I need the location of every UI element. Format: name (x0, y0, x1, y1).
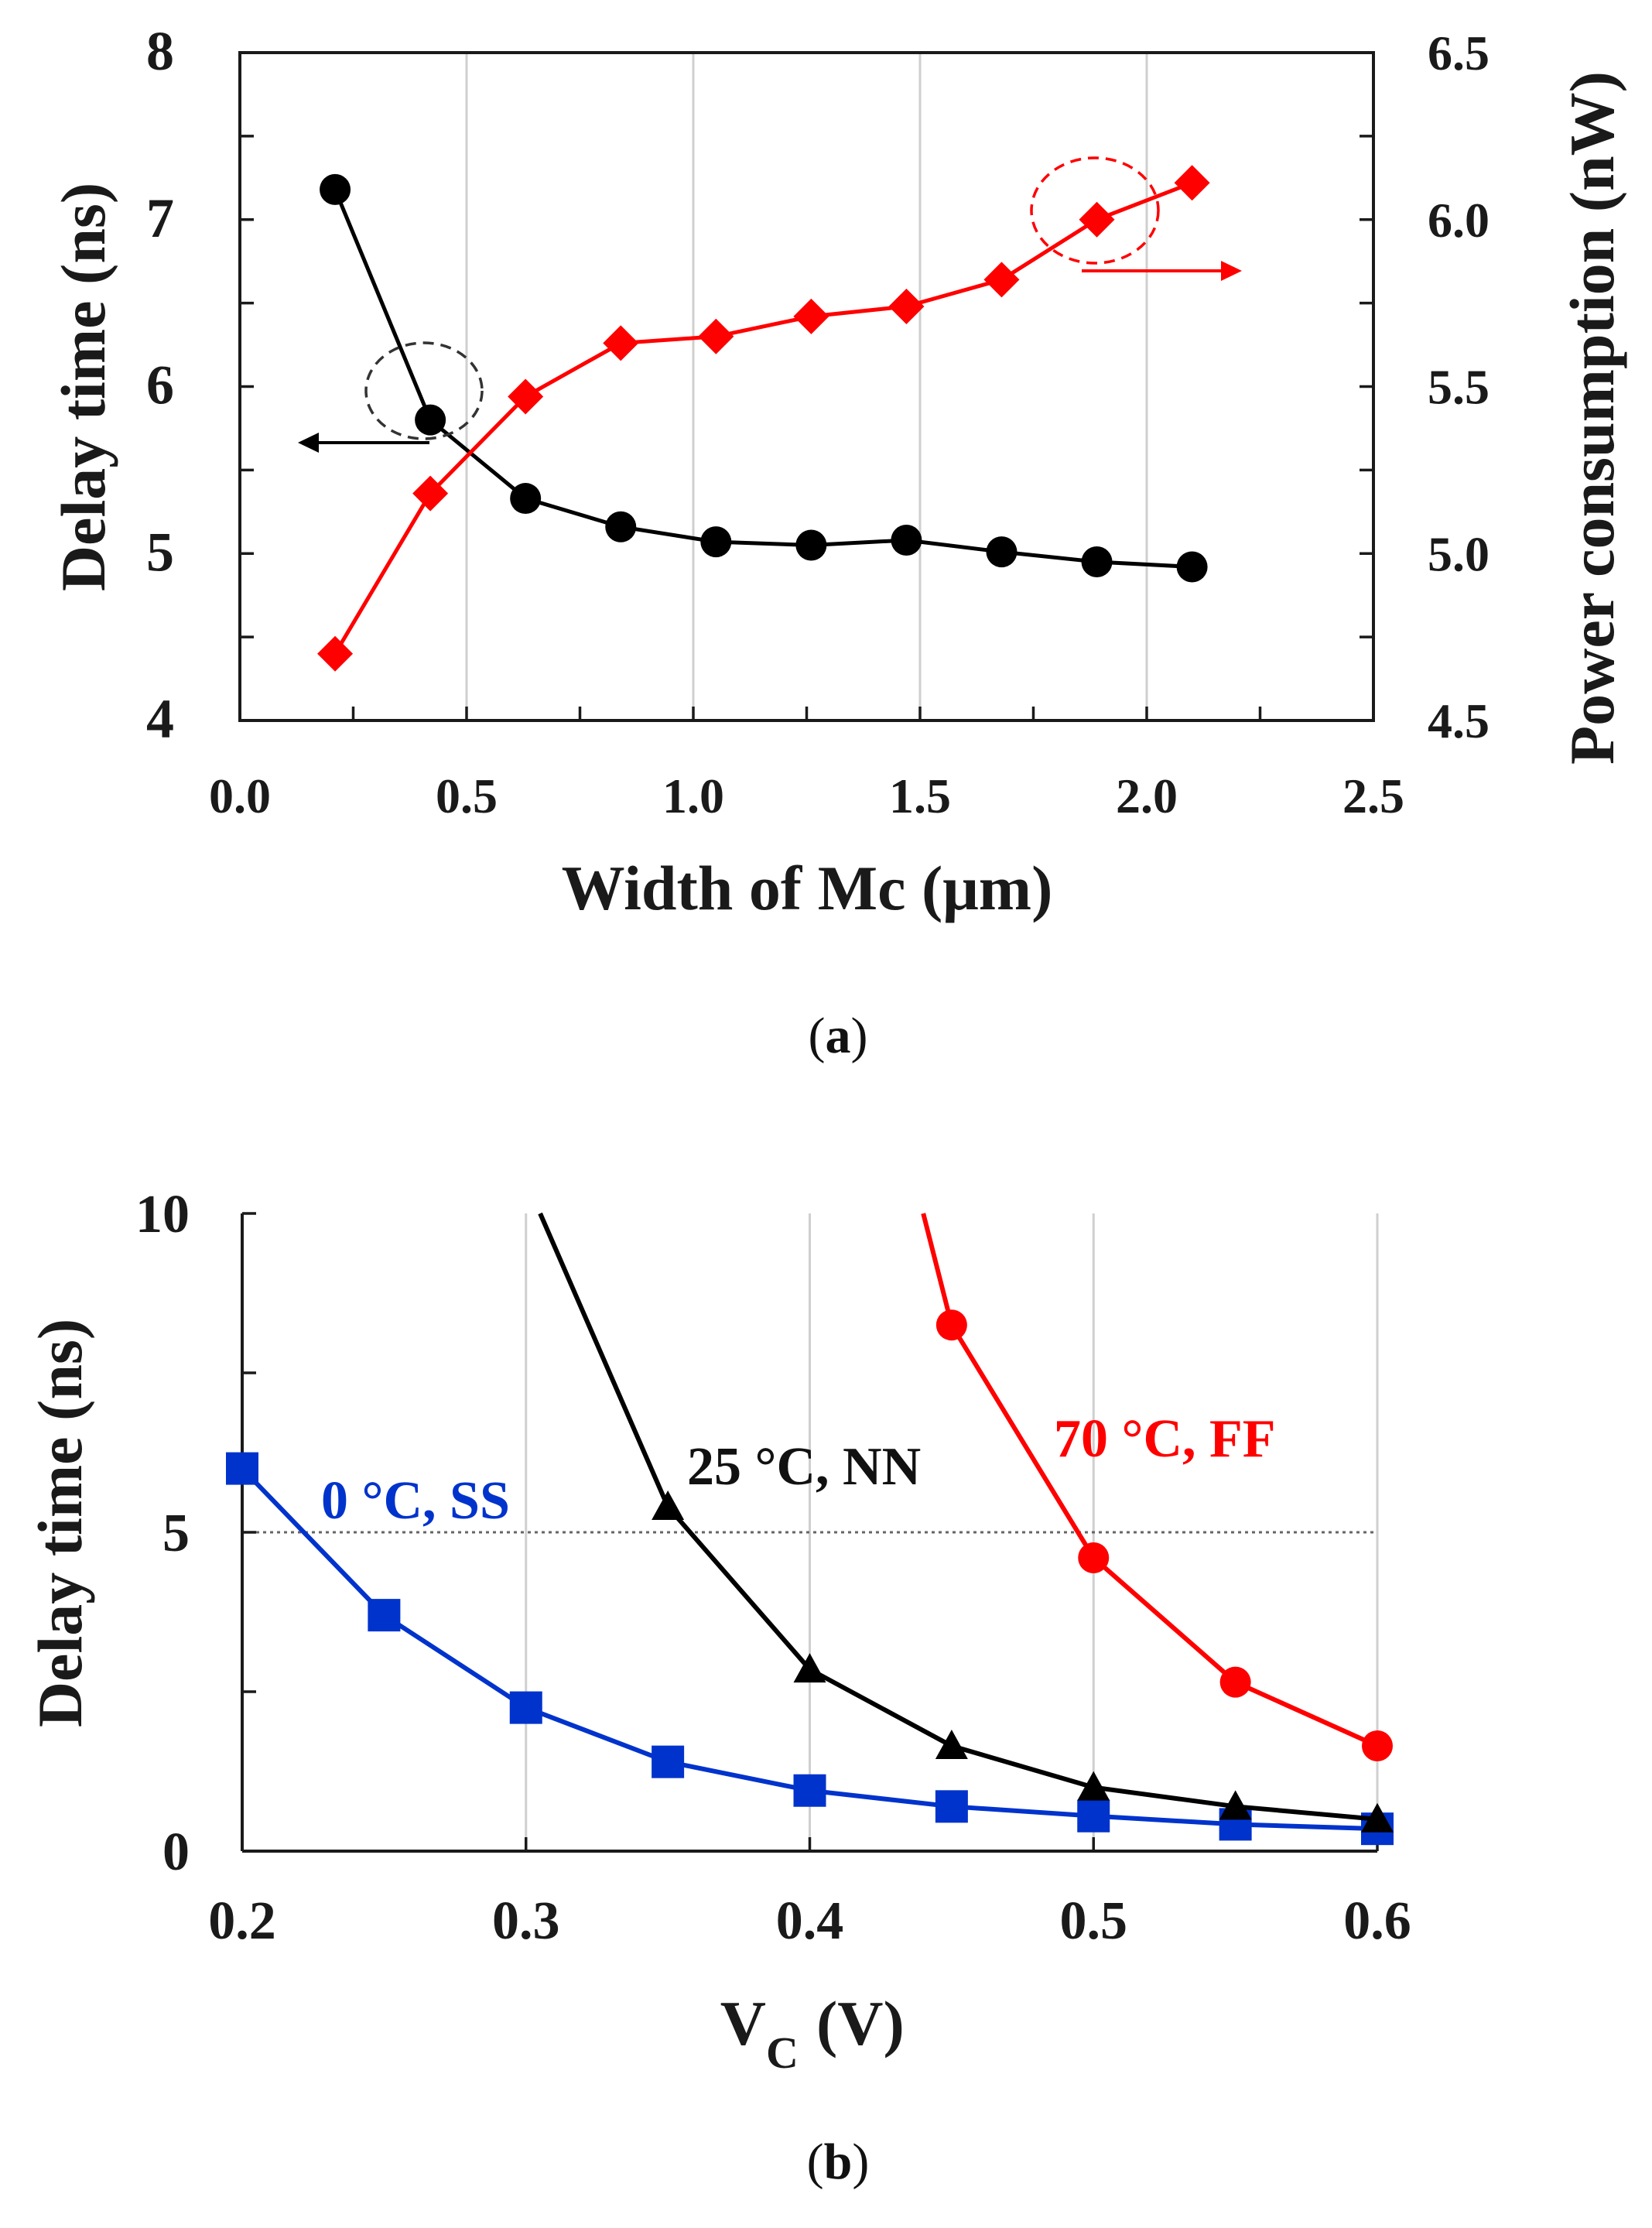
chart-b-point-25-c-nn-3 (935, 1730, 968, 1760)
chart-a-x-tick-0-5: 0.5 (436, 768, 498, 823)
chart-b-point-0-c-ss-0 (226, 1452, 258, 1485)
chart-a-line-delay-time (333, 188, 1192, 570)
chart-a-point-delay-time-8 (1081, 546, 1113, 578)
chart-a-point-power-consumption-0 (317, 635, 354, 672)
chart-a-y-left-tick-4: 4 (146, 688, 174, 750)
chart-b-label-25c-nn: 25 °C, NN (687, 1437, 921, 1497)
chart-b-x-tick-0-2: 0.2 (208, 1891, 276, 1951)
dashed-circle-power (1030, 156, 1160, 265)
chart-b-point-0-c-ss-5 (935, 1790, 968, 1823)
chart-b-point-25-c-nn-6 (1361, 1802, 1394, 1833)
chart-a-x-tick-0-0: 0.0 (209, 768, 271, 823)
chart-a-point-delay-time-4 (700, 526, 732, 558)
chart-b-tick-marks (241, 1212, 1379, 1851)
chart-a-y-left-tick-7: 7 (146, 187, 174, 249)
panel-a-letter: a (826, 1008, 851, 1064)
dashed-circle-delay (364, 341, 484, 440)
chart-b-label-70c-ff: 70 °C, FF (1054, 1409, 1276, 1469)
chart-b-x-tick-labels: 0.2 0.3 0.4 0.5 0.6 (208, 1891, 1411, 1951)
chart-a-y-left-tick-8: 8 (146, 20, 174, 82)
chart-b-point-70-c-ff-4 (1362, 1730, 1393, 1762)
chart-a-point-delay-time-6 (891, 524, 922, 556)
chart-a-x-tick-labels: 0.0 0.5 1.0 1.5 2.0 2.5 (209, 768, 1404, 823)
arrow-left-head (298, 433, 319, 453)
chart-a-x-tick-1-5: 1.5 (889, 768, 951, 823)
chart-b-x-tick-0-3: 0.3 (492, 1891, 560, 1951)
chart-b-y-tick-labels: 0 5 10 (135, 1185, 190, 1882)
chart-a-point-power-consumption-7 (983, 262, 1020, 298)
chart-b-y-tick-10: 10 (135, 1185, 190, 1244)
panel-b-letter: b (824, 2134, 853, 2190)
chart-a-point-power-consumption-5 (793, 298, 829, 334)
chart-a-y-left-tick-6: 6 (146, 354, 174, 416)
chart-b-point-25-c-nn-2 (793, 1653, 826, 1683)
chart-b-point-0-c-ss-2 (509, 1691, 542, 1724)
chart-b-point-70-c-ff-3 (1219, 1666, 1251, 1698)
chart-a: 0.0 0.5 1.0 1.5 2.0 2.5 4 5 6 7 8 4.5 5.0 5.5 6.0 6.5… (48, 20, 1627, 1064)
chart-a-point-delay-time-2 (510, 483, 542, 515)
chart-a-point-delay-time-0 (320, 173, 351, 205)
chart-a-point-power-consumption-2 (508, 378, 544, 415)
chart-b-point-0-c-ss-1 (368, 1599, 401, 1632)
chart-a-point-power-consumption-6 (888, 288, 925, 324)
chart-a-annotation-delay (298, 341, 484, 453)
chart-a-point-delay-time-5 (795, 529, 827, 561)
chart-b-x-axis-title-v: V (720, 1988, 766, 2059)
chart-a-point-power-consumption-8 (1079, 201, 1115, 238)
chart-a-point-delay-time-1 (415, 404, 446, 436)
chart-a-y-right-tick-6-5: 6.5 (1428, 26, 1490, 80)
chart-a-point-power-consumption-9 (1174, 165, 1210, 201)
chart-b-point-0-c-ss-4 (793, 1774, 826, 1807)
chart-b-label-0c-ss: 0 °C, SS (321, 1471, 510, 1531)
chart-b-point-25-c-nn-1 (652, 1490, 685, 1521)
chart-a-annotation-power (1030, 156, 1242, 281)
chart-a-point-power-consumption-3 (603, 325, 639, 361)
chart-b-x-axis-title-subscript: C (766, 2028, 799, 2078)
chart-b-point-0-c-ss-6 (1077, 1799, 1110, 1833)
panel-b-caption: (b) (807, 2134, 870, 2190)
chart-a-tick-marks (240, 135, 1373, 720)
chart-a-x-tick-2-0: 2.0 (1116, 768, 1178, 823)
chart-b-x-tick-0-4: 0.4 (776, 1891, 844, 1951)
chart-a-x-tick-2-5: 2.5 (1342, 768, 1404, 823)
arrow-right-head (1221, 261, 1242, 281)
chart-a-y-right-tick-labels: 4.5 5.0 5.5 6.0 6.5 (1428, 26, 1490, 748)
chart-a-point-delay-time-7 (986, 536, 1018, 568)
chart-b-x-axis-title-unit: (V) (816, 1988, 905, 2059)
chart-a-y-right-axis-title: Power consumption (nW) (1557, 71, 1627, 765)
chart-b-point-70-c-ff-1 (935, 1309, 967, 1341)
chart-b-point-0-c-ss-3 (652, 1745, 685, 1778)
chart-a-y-right-tick-5-0: 5.0 (1428, 526, 1490, 581)
chart-a-point-power-consumption-1 (412, 475, 449, 512)
chart-a-series (317, 165, 1210, 672)
chart-b-x-tick-0-5: 0.5 (1060, 1891, 1128, 1951)
chart-b-y-tick-5: 5 (162, 1504, 190, 1563)
chart-a-y-right-tick-4-5: 4.5 (1428, 693, 1490, 748)
chart-a-line-power-consumption (333, 180, 1193, 655)
chart-a-y-right-tick-6-0: 6.0 (1428, 193, 1490, 248)
chart-b-y-tick-0: 0 (162, 1822, 190, 1882)
chart-a-point-power-consumption-4 (698, 318, 734, 354)
chart-b-point-25-c-nn-5 (1219, 1790, 1252, 1820)
chart-a-y-right-tick-5-5: 5.5 (1428, 360, 1490, 415)
chart-b-y-axis-title: Delay time (ns) (25, 1319, 95, 1727)
chart-a-y-left-axis-title: Delay time (ns) (48, 183, 118, 591)
chart-a-x-axis-title: Width of Mc (μm) (562, 853, 1053, 923)
chart-a-point-delay-time-3 (605, 511, 637, 542)
chart-a-point-delay-time-9 (1176, 551, 1208, 583)
chart-b-x-tick-0-6: 0.6 (1343, 1891, 1411, 1951)
chart-b-point-25-c-nn-4 (1077, 1771, 1110, 1801)
chart-a-gridlines (465, 53, 1148, 720)
chart-b-series (226, 1212, 1394, 1846)
chart-a-y-left-tick-5: 5 (146, 521, 174, 583)
panel-a-caption: (a) (809, 1008, 868, 1064)
chart-a-x-tick-1-0: 1.0 (662, 768, 724, 823)
chart-a-y-left-tick-labels: 4 5 6 7 8 (146, 20, 174, 750)
chart-b-point-70-c-ff-2 (1078, 1542, 1110, 1573)
